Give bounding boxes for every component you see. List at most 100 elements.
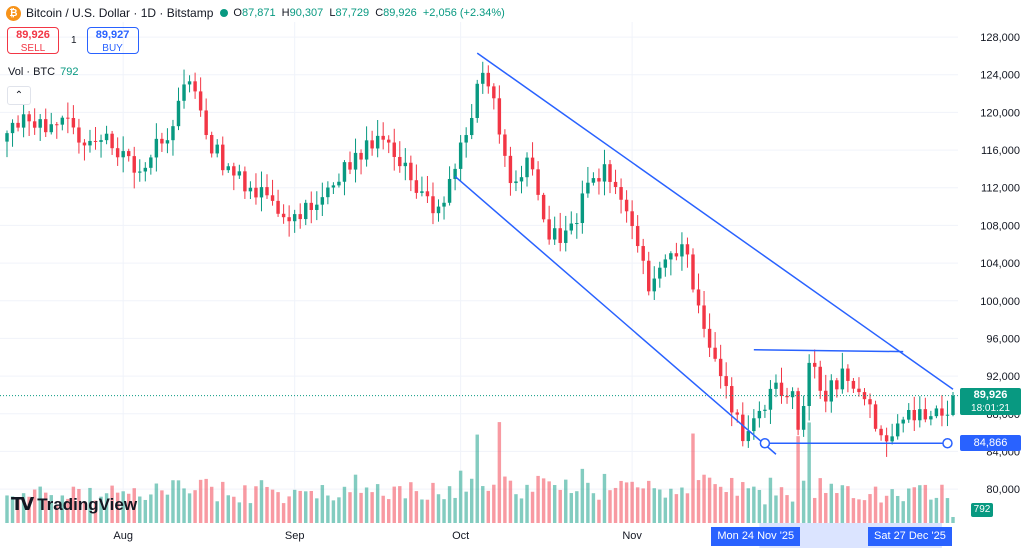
- volume-bar: [287, 496, 291, 523]
- volume-bar: [364, 487, 369, 523]
- volume-bar: [851, 498, 856, 523]
- high-value: 90,307: [289, 7, 324, 19]
- candle: [840, 368, 845, 390]
- candle: [431, 196, 435, 214]
- volume-bar: [680, 487, 684, 523]
- candle: [718, 358, 723, 377]
- volume-bar: [248, 503, 253, 523]
- volume-bar: [735, 495, 739, 523]
- price-axis[interactable]: 128,000 124,000 120,000 116,000 112,000 108,0…: [958, 0, 1024, 548]
- candle: [752, 418, 756, 432]
- candle: [674, 253, 679, 257]
- tradingview-logo[interactable]: TV TradingView: [11, 494, 137, 515]
- volume-bar: [624, 482, 629, 523]
- candle: [187, 81, 192, 85]
- volume-bar: [729, 477, 734, 523]
- candle: [669, 253, 673, 260]
- buy-button[interactable]: 89,927 BUY: [86, 27, 139, 54]
- volume-bar: [895, 495, 900, 523]
- candle: [835, 380, 839, 390]
- candle: [165, 140, 170, 144]
- trend-line: [753, 348, 904, 353]
- candle: [403, 162, 408, 167]
- time-axis[interactable]: Aug Sep Oct Nov: [0, 523, 958, 548]
- volume-bar: [492, 484, 496, 523]
- volume-bar: [215, 501, 219, 523]
- candle: [176, 100, 181, 127]
- volume-bar: [77, 488, 81, 523]
- volume-bar: [613, 487, 618, 523]
- volume-bar: [530, 491, 535, 523]
- volume-bar: [647, 480, 651, 523]
- candle: [785, 395, 789, 398]
- candle: [763, 409, 767, 411]
- candle: [630, 211, 634, 227]
- candle: [154, 138, 159, 158]
- volume-bar: [469, 478, 474, 523]
- volume-bar: [547, 481, 551, 523]
- candle: [331, 185, 336, 188]
- price-tick-label: 120,000: [980, 107, 1020, 119]
- candle: [696, 289, 701, 306]
- volume-bar: [281, 503, 286, 523]
- change-value: +2,056 (+2.34%): [422, 7, 505, 19]
- candle: [801, 406, 806, 430]
- volume-bar: [292, 489, 297, 523]
- volume-bar: [414, 491, 419, 523]
- candle: [254, 187, 258, 198]
- ohlc-values: O87,871 H90,307 L87,729 C89,926 +2,056 (…: [233, 7, 505, 19]
- volume-bar: [331, 500, 336, 523]
- line-handle-start: [759, 438, 771, 449]
- candle: [873, 404, 878, 429]
- symbol-title[interactable]: Bitcoin / U.S. Dollar · 1D · Bitstamp: [26, 6, 214, 20]
- volume-bar: [32, 489, 37, 523]
- volume-tag: 792: [971, 503, 993, 517]
- volume-bar: [552, 485, 557, 523]
- volume-bar: [44, 492, 48, 523]
- volume-bar: [597, 499, 601, 523]
- volume-bar: [591, 493, 596, 523]
- volume-bar: [713, 484, 717, 523]
- volume-bar: [790, 501, 795, 523]
- candle: [807, 362, 811, 407]
- volume-bar: [824, 492, 828, 523]
- candle: [923, 409, 928, 420]
- candle: [359, 152, 363, 160]
- price-tick-label: 108,000: [980, 220, 1020, 232]
- tradingview-logo-text: TradingView: [37, 494, 138, 514]
- sell-button[interactable]: 89,926 SELL: [7, 27, 59, 54]
- trend-line: [454, 175, 777, 455]
- time-tick-label: Aug: [113, 530, 133, 542]
- volume-bar: [447, 486, 452, 523]
- candle: [746, 431, 751, 442]
- candle: [790, 391, 795, 398]
- price-tick-label: 92,000: [986, 371, 1020, 383]
- candle: [569, 223, 573, 231]
- close-value: 89,926: [383, 7, 417, 19]
- volume-bar: [370, 492, 374, 523]
- drawings[interactable]: [454, 52, 954, 455]
- volume-bar: [724, 492, 728, 523]
- horizontal-line-price-tag: 84,866: [960, 435, 1021, 452]
- volume-bar: [359, 492, 363, 523]
- volume-bar: [918, 485, 922, 523]
- volume-bar: [923, 484, 928, 523]
- time-tick-label: Nov: [622, 530, 642, 542]
- time-tick-label: Sep: [285, 530, 305, 542]
- volume-bar: [342, 486, 347, 523]
- candle: [895, 423, 900, 437]
- volume-bar: [436, 494, 441, 523]
- candle: [66, 117, 70, 119]
- candle: [547, 219, 551, 240]
- volume-bar: [940, 484, 944, 523]
- volume-bar: [38, 486, 42, 523]
- volume-bar: [602, 473, 607, 523]
- candle: [44, 119, 48, 133]
- volume-bar: [608, 490, 612, 523]
- candle: [951, 395, 955, 415]
- candle: [929, 416, 933, 420]
- collapse-legend-button[interactable]: ⌃: [7, 86, 31, 105]
- candle: [38, 119, 42, 128]
- candle: [287, 217, 291, 222]
